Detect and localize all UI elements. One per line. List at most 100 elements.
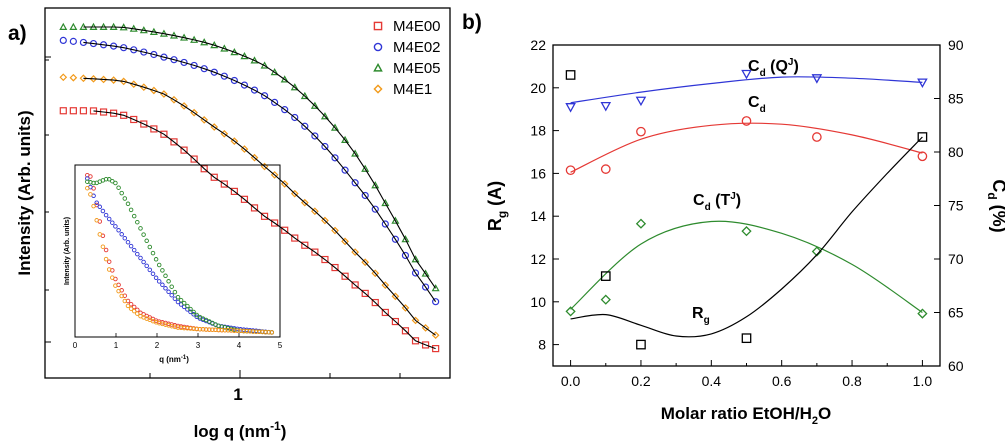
inset-point-m4e05 bbox=[131, 213, 137, 219]
data-point-m4e02 bbox=[371, 205, 379, 213]
data-point-m4e00 bbox=[391, 317, 399, 326]
inset-x-ticks: 0 1 2 3 4 5 bbox=[73, 333, 283, 350]
data-point-m4e05 bbox=[300, 91, 309, 100]
data-point-m4e02 bbox=[281, 106, 289, 114]
inset-point-m4e02 bbox=[150, 271, 156, 277]
inset-point-m4e00 bbox=[122, 293, 128, 298]
data-point-cd-qj- bbox=[741, 69, 752, 80]
data-point-m4e1 bbox=[300, 198, 309, 207]
panel-a-inset: 0 1 2 3 4 5 Intensity (Arb. units) q (nm-1) bbox=[64, 164, 283, 364]
inset-point-m4e1 bbox=[241, 328, 246, 334]
inset-point-m4e02 bbox=[119, 232, 124, 237]
data-point-m4e00 bbox=[250, 204, 259, 212]
inset-point-m4e05 bbox=[166, 279, 171, 284]
y-left-tick-label: 22 bbox=[530, 37, 546, 53]
panel-a-ticks bbox=[45, 56, 401, 378]
inset-point-m4e02 bbox=[97, 204, 103, 210]
inset-point-m4e05 bbox=[119, 190, 124, 196]
inset-point-m4e1 bbox=[131, 308, 137, 314]
inset-point-m4e05 bbox=[106, 177, 112, 182]
data-point-rg bbox=[565, 70, 576, 80]
inset-point-m4e05 bbox=[188, 306, 193, 312]
inset-point-m4e02 bbox=[135, 251, 140, 257]
panel-b-axes: 0.0 0.2 0.4 0.6 0.8 1.0 8 10 12 14 16 18 20 22 60 65 70 7… bbox=[530, 37, 963, 389]
data-point-m4e00 bbox=[230, 187, 238, 195]
fit-curve-rg bbox=[570, 136, 923, 338]
inset-point-m4e05 bbox=[185, 303, 190, 309]
inset-point-m4e02 bbox=[125, 239, 131, 245]
inset-point-m4e05 bbox=[135, 219, 140, 225]
data-point-m4e00 bbox=[311, 248, 319, 256]
inset-point-m4e1 bbox=[106, 267, 112, 272]
inset-point-m4e02 bbox=[138, 255, 143, 261]
panel-b-label: b) bbox=[462, 11, 482, 34]
data-point-m4e1 bbox=[69, 73, 78, 82]
panel-a-x-tick-1: 1 bbox=[233, 385, 242, 404]
data-point-cd bbox=[565, 165, 576, 176]
data-point-m4e05 bbox=[401, 235, 410, 243]
data-point-m4e02 bbox=[381, 220, 389, 228]
data-point-m4e02 bbox=[411, 269, 420, 277]
data-point-m4e05 bbox=[421, 269, 430, 277]
inset-point-m4e02 bbox=[153, 275, 159, 281]
data-point-m4e00 bbox=[291, 234, 299, 242]
data-point-m4e1 bbox=[119, 77, 128, 86]
inset-point-m4e02 bbox=[156, 279, 162, 284]
inset-point-m4e05 bbox=[156, 262, 162, 268]
data-point-cd-qj- bbox=[635, 96, 647, 107]
inset-y-axis-label: Intensity (Arb. units) bbox=[64, 217, 71, 285]
inset-point-m4e05 bbox=[169, 284, 174, 289]
data-point-m4e00 bbox=[200, 165, 208, 173]
inset-point-m4e1 bbox=[232, 328, 237, 333]
data-point-m4e00 bbox=[210, 173, 218, 181]
panel-a-legend: M4E00 M4E02 M4E05 M4E1 bbox=[373, 18, 441, 98]
data-point-cd-qj- bbox=[565, 103, 576, 113]
inset-point-m4e05 bbox=[116, 185, 121, 190]
inset-point-m4e1 bbox=[197, 326, 203, 332]
y-left-tick-label: 14 bbox=[530, 208, 546, 224]
legend-label-m4e1: M4E1 bbox=[393, 81, 432, 98]
inset-tick-label: 3 bbox=[196, 341, 201, 350]
data-point-m4e00 bbox=[371, 298, 379, 307]
data-point-m4e05 bbox=[371, 181, 380, 189]
inset-point-m4e1 bbox=[103, 256, 109, 262]
data-point-m4e00 bbox=[59, 107, 67, 115]
inset-point-m4e02 bbox=[122, 235, 128, 241]
data-point-m4e1 bbox=[290, 189, 299, 198]
data-point-m4e1 bbox=[341, 237, 349, 246]
inset-point-m4e1 bbox=[244, 328, 250, 334]
y-left-tick-label: 12 bbox=[530, 251, 546, 267]
data-point-m4e00 bbox=[381, 308, 389, 317]
legend-label-m4e02: M4E02 bbox=[393, 39, 441, 56]
data-point-m4e02 bbox=[180, 58, 188, 67]
inset-point-m4e02 bbox=[116, 228, 121, 233]
inset-point-m4e00 bbox=[103, 247, 109, 253]
fit-curve-cd bbox=[570, 122, 923, 173]
data-point-m4e1 bbox=[260, 162, 269, 171]
inset-point-m4e05 bbox=[160, 268, 165, 273]
data-point-cd bbox=[812, 132, 822, 142]
data-point-m4e02 bbox=[220, 72, 228, 80]
panel-b-x-axis-label: Molar ratio EtOH/H2O bbox=[661, 404, 831, 427]
data-point-m4e00 bbox=[260, 212, 269, 220]
data-point-cd-qj- bbox=[811, 74, 823, 84]
data-point-cd-tj- bbox=[565, 306, 576, 317]
inset-point-m4e1 bbox=[135, 311, 140, 316]
data-point-m4e00 bbox=[140, 120, 148, 128]
annotation-cd-qj: Cd (QJ) bbox=[748, 57, 799, 79]
inset-point-m4e00 bbox=[106, 259, 112, 264]
inset-point-m4e1 bbox=[119, 293, 124, 299]
data-point-m4e02 bbox=[260, 92, 269, 100]
data-point-m4e1 bbox=[109, 76, 118, 84]
x-tick-label: 1.0 bbox=[913, 373, 933, 389]
data-point-m4e02 bbox=[230, 76, 238, 85]
data-point-m4e1 bbox=[311, 207, 319, 216]
panel-a-y-axis-label: Intensity (Arb. units) bbox=[15, 110, 34, 275]
data-point-m4e1 bbox=[361, 258, 370, 267]
data-point-cd-qj- bbox=[917, 78, 928, 88]
data-point-m4e02 bbox=[170, 56, 178, 64]
y-left-tick-label: 10 bbox=[530, 294, 546, 310]
data-point-m4e02 bbox=[130, 46, 138, 54]
data-point-cd-tj- bbox=[741, 226, 752, 237]
inset-plot bbox=[85, 172, 275, 335]
